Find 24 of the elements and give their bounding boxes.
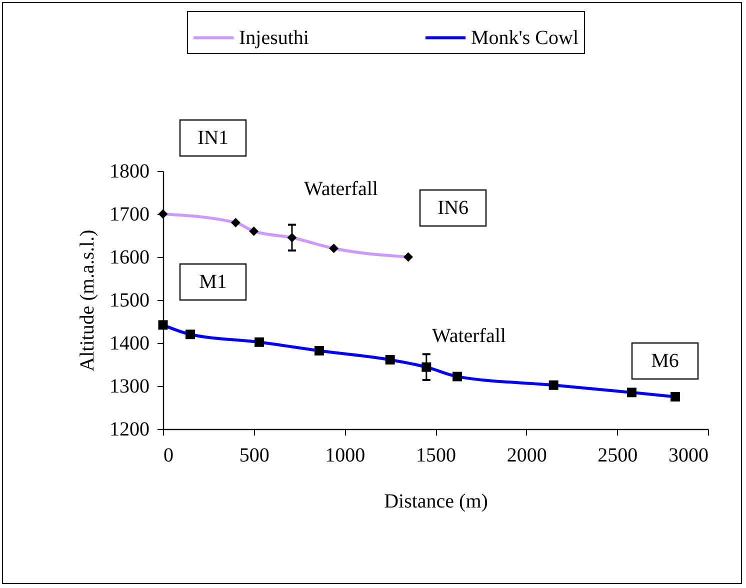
x-axis-title: Distance (m): [384, 490, 488, 512]
y-tick-label: 1700: [110, 204, 150, 226]
annotation: M1: [199, 271, 227, 293]
annotation: M6: [651, 350, 679, 372]
y-tick-label: 1600: [110, 246, 150, 268]
y-tick-label: 1500: [110, 290, 150, 312]
y-tick-label: 1200: [110, 418, 150, 440]
y-tick-label: 1300: [110, 376, 150, 398]
y-axis-title: Altitude (m.a.s.l.): [76, 230, 98, 372]
x-tick-label: 1000: [325, 444, 366, 466]
x-tick-label: 1500: [416, 444, 456, 466]
x-tick-label: 500: [239, 444, 270, 466]
legend-label: Injesuthi: [239, 26, 310, 49]
annotation: IN6: [437, 197, 469, 219]
y-tick-label: 1800: [110, 160, 150, 182]
text: IN1: [197, 127, 229, 149]
annotation: Waterfall: [432, 325, 506, 347]
x-tick-label: 2000: [506, 444, 547, 466]
y-tick-label: 1400: [110, 332, 150, 354]
x-tick-label: 0: [164, 444, 174, 466]
x-tick-label: 3000: [668, 444, 708, 466]
x-tick-label: 2500: [598, 444, 638, 466]
annotation: Waterfall: [304, 178, 378, 200]
legend-label: Monk's Cowl: [471, 26, 579, 49]
